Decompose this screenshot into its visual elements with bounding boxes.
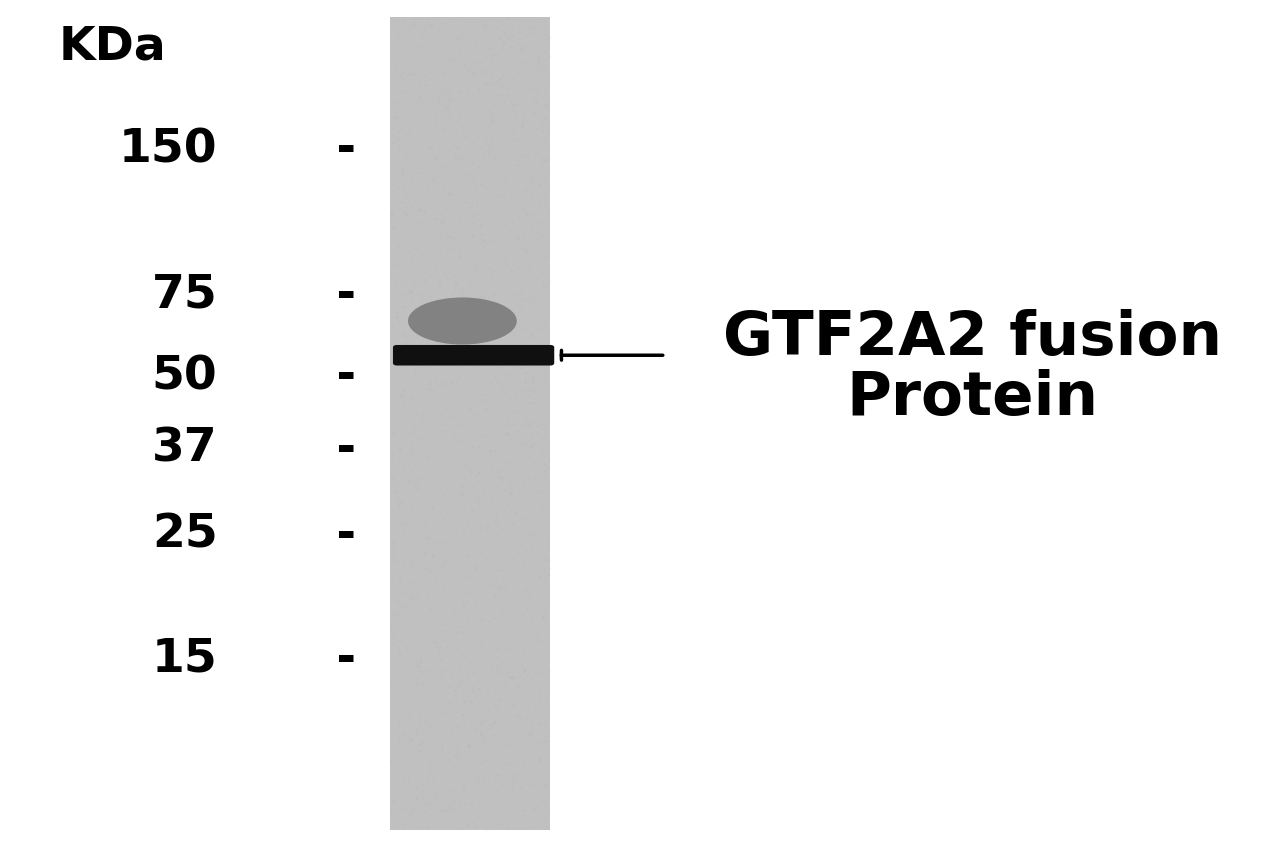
Text: GTF2A2 fusion: GTF2A2 fusion: [723, 309, 1222, 367]
Text: 150: 150: [119, 128, 218, 172]
FancyBboxPatch shape: [393, 345, 554, 366]
Text: 15: 15: [152, 637, 218, 681]
Text: 37: 37: [152, 427, 218, 472]
Text: -: -: [320, 128, 356, 172]
Bar: [390, 17, 550, 830]
Text: -: -: [320, 513, 356, 557]
Ellipse shape: [408, 298, 517, 345]
Text: Protein: Protein: [847, 369, 1098, 427]
Text: 75: 75: [152, 273, 218, 318]
Text: 25: 25: [152, 513, 218, 557]
Text: -: -: [320, 637, 356, 681]
Text: -: -: [320, 354, 356, 399]
Text: -: -: [320, 427, 356, 472]
Text: 50: 50: [152, 354, 218, 399]
Text: -: -: [320, 273, 356, 318]
Text: KDa: KDa: [59, 25, 166, 69]
